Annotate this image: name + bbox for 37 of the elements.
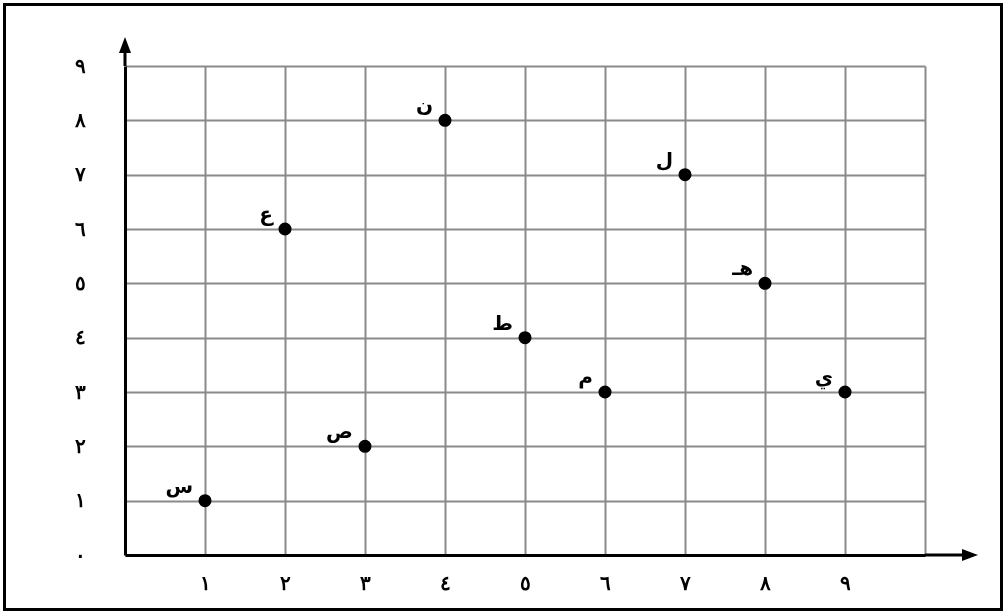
y-tick-label: ٨ <box>73 107 86 132</box>
annotation: ص <box>326 419 353 444</box>
point <box>198 494 212 508</box>
y-tick-label: ٥ <box>74 270 86 295</box>
annotation: ط <box>492 310 513 335</box>
annotation: ل <box>655 147 673 172</box>
annotation: ن <box>415 93 433 118</box>
x-tick-label: ٦ <box>600 570 611 595</box>
point <box>838 385 852 399</box>
x-tick-label: ٧ <box>679 570 691 595</box>
point <box>518 331 532 345</box>
point <box>438 113 452 127</box>
x-tick-label: ٥ <box>520 570 531 595</box>
y-tick-label: ٩ <box>74 53 86 78</box>
x-tick-label: ٣ <box>360 570 371 595</box>
y-tick-label: ٤ <box>74 325 86 350</box>
point <box>758 276 772 290</box>
x-tick-label: ٢ <box>280 570 291 595</box>
point <box>358 439 372 453</box>
y-tick-label: ٢ <box>74 433 86 458</box>
point <box>678 168 692 182</box>
x-tick-label: ١ <box>200 570 211 595</box>
point <box>278 222 292 236</box>
y-tick-label: ٣ <box>74 379 86 404</box>
annotation: س <box>165 473 193 498</box>
x-tick-label: ٩ <box>840 570 851 595</box>
annotation: ي <box>814 365 833 390</box>
annotation: م <box>578 365 593 389</box>
x-tick-label: ٤ <box>440 570 451 595</box>
y-tick-label: ٧ <box>73 162 86 187</box>
y-tick-label: ٦ <box>74 216 86 241</box>
y-tick-label: ٠ <box>74 542 86 567</box>
x-tick-label: ٨ <box>759 570 771 595</box>
point <box>598 385 612 399</box>
annotation: هـ <box>731 256 753 281</box>
annotation: ع <box>259 202 275 226</box>
y-tick-label: ١ <box>74 488 86 513</box>
